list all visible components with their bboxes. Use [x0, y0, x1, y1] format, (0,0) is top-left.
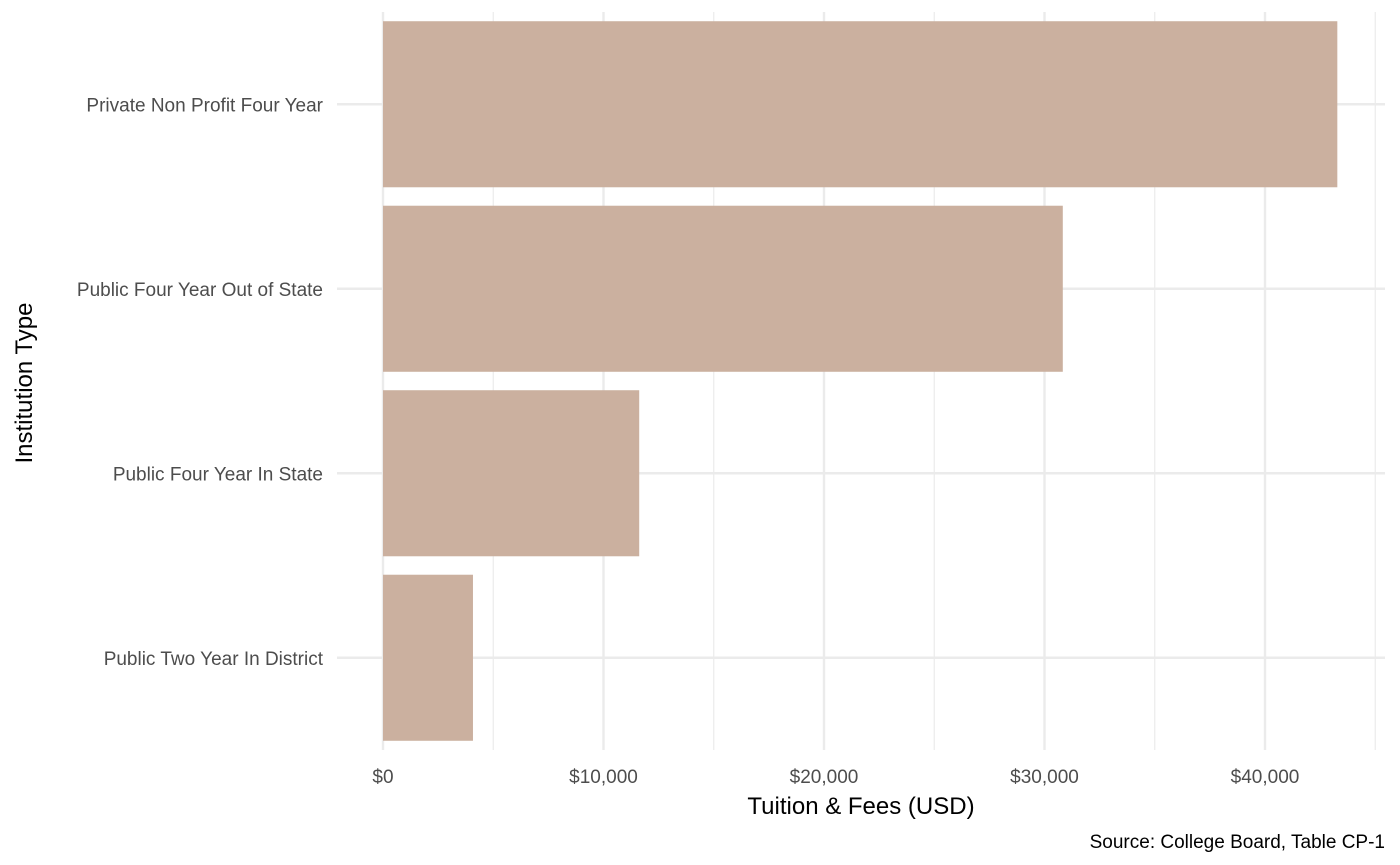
x-tick-label: $10,000	[569, 767, 638, 788]
y-axis-title: Institution Type	[11, 303, 38, 464]
x-tick-label: $20,000	[790, 767, 859, 788]
bar	[383, 205, 1063, 372]
bar	[383, 21, 1338, 188]
x-tick-label: $0	[372, 767, 393, 788]
chart-caption: Source: College Board, Table CP-1	[1090, 832, 1385, 853]
y-tick-labels: Private Non Profit Four Year Public Four …	[77, 95, 324, 670]
y-tick-label: Private Non Profit Four Year	[86, 95, 323, 116]
x-axis-title: Tuition & Fees (USD)	[747, 793, 974, 820]
y-tick-label: Public Four Year Out of State	[77, 280, 323, 301]
y-tick-label: Public Two Year In District	[104, 649, 324, 670]
y-tick-label: Public Four Year In State	[113, 464, 323, 485]
bar	[383, 390, 640, 557]
x-tick-label: $30,000	[1010, 767, 1079, 788]
x-tick-labels: $0 $10,000 $20,000 $30,000 $40,000	[372, 767, 1299, 788]
x-tick-label: $40,000	[1231, 767, 1300, 788]
bar	[383, 574, 473, 741]
bars	[383, 21, 1338, 741]
